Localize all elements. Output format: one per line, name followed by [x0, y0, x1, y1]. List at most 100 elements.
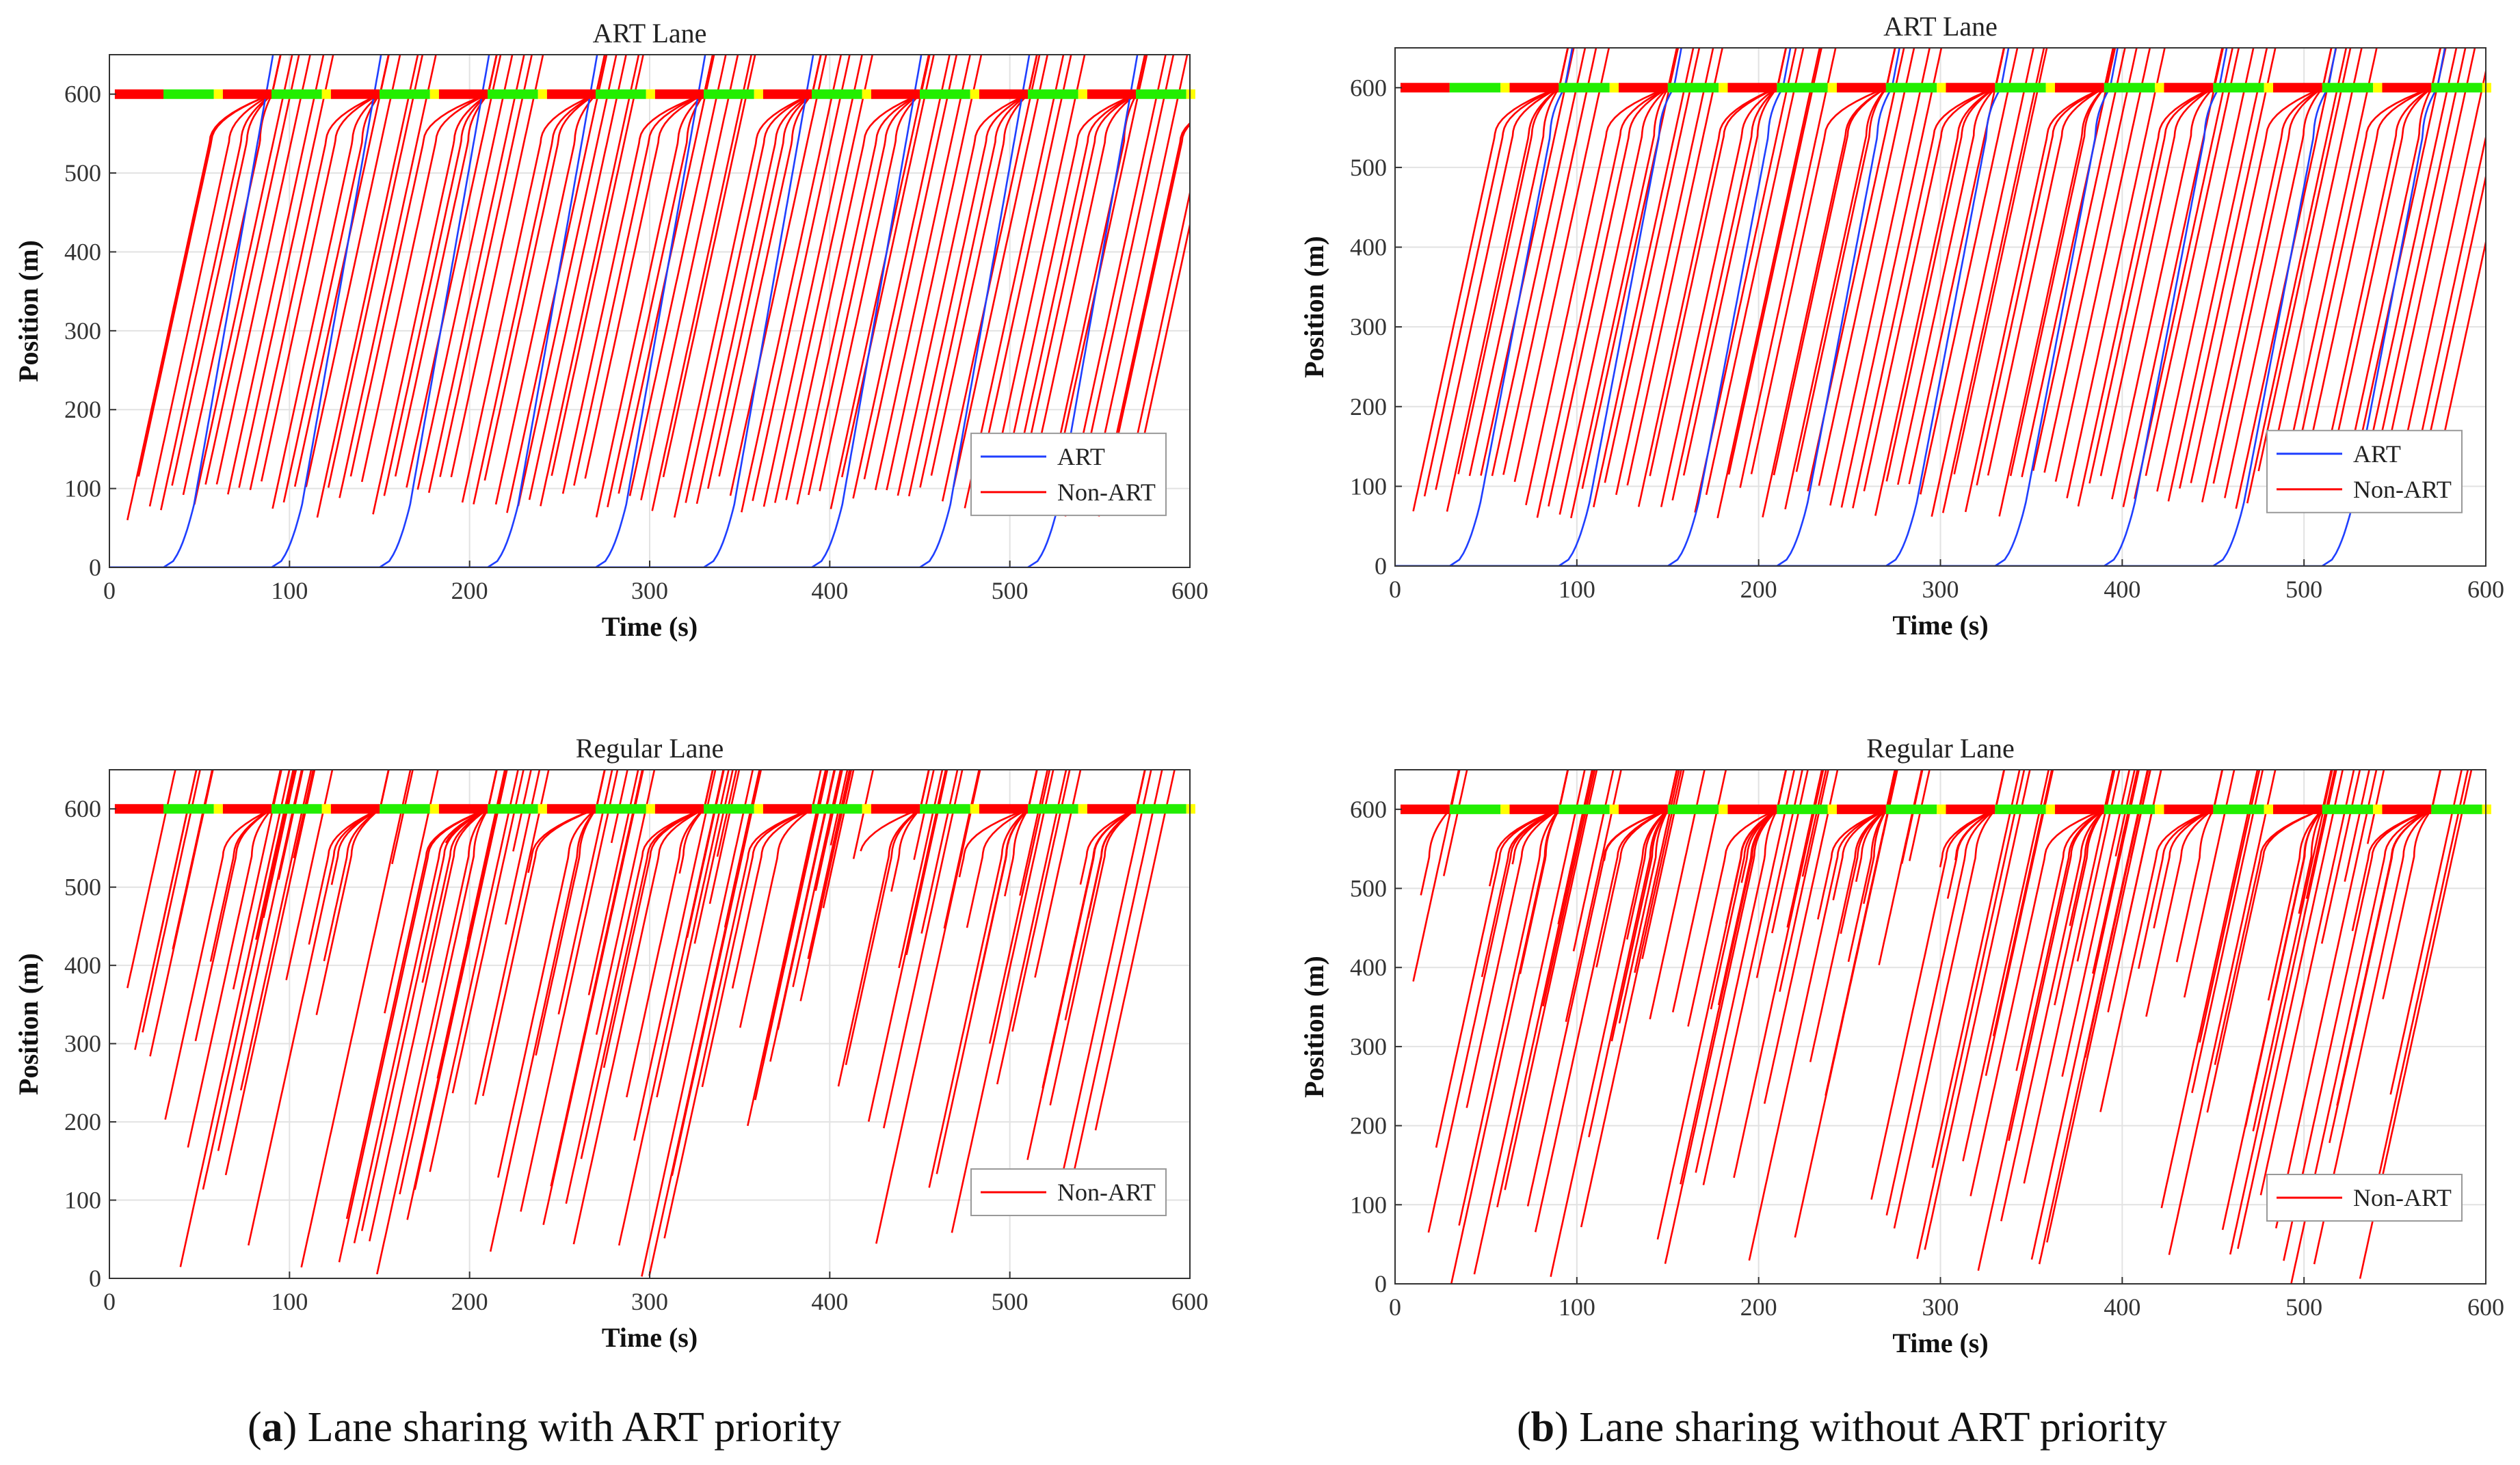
- non-art-trajectory: [1502, 48, 1597, 475]
- non-art-trajectory: [1557, 770, 1593, 925]
- non-art-trajectory: [1412, 48, 1569, 512]
- non-art-trajectory: [633, 770, 717, 1141]
- art-trajectory: [109, 55, 706, 567]
- x-tick-label: 400: [811, 1288, 848, 1315]
- non-art-trajectory: [1491, 48, 1587, 476]
- non-art-trajectory: [1829, 48, 1931, 506]
- non-art-trajectory: [2000, 770, 2114, 1222]
- x-tick-label: 0: [103, 1288, 116, 1315]
- non-art-trajectory: [867, 770, 947, 1122]
- non-art-trajectory: [2237, 770, 2344, 1249]
- x-tick-label: 200: [451, 577, 488, 604]
- non-art-trajectory: [494, 55, 606, 505]
- y-tick-label: 600: [1350, 74, 1387, 101]
- non-art-trajectory: [461, 55, 606, 503]
- non-art-trajectory: [2160, 770, 2259, 1209]
- non-art-trajectory: [1863, 48, 2005, 492]
- non-art-trajectory: [2009, 48, 2114, 476]
- y-tick-label: 200: [1350, 1112, 1387, 1140]
- non-art-trajectory: [762, 770, 827, 1061]
- non-art-trajectory: [707, 55, 822, 489]
- non-art-trajectory: [157, 770, 198, 947]
- non-art-trajectory: [148, 55, 282, 507]
- legend-label: Non-ART: [1057, 1179, 1156, 1206]
- non-art-trajectory: [1580, 770, 1682, 1228]
- y-tick-label: 300: [1350, 1033, 1387, 1060]
- non-art-trajectory: [2274, 770, 2378, 1228]
- non-art-trajectory: [2099, 48, 2224, 476]
- non-art-trajectory: [517, 55, 618, 507]
- non-art-trajectory: [2246, 48, 2348, 504]
- y-tick-label: 200: [64, 396, 101, 423]
- non-art-trajectory: [137, 55, 282, 477]
- non-art-trajectory: [2167, 48, 2268, 502]
- x-tick-label: 500: [992, 577, 1029, 604]
- non-art-trajectory: [383, 55, 498, 496]
- chart-title: ART Lane: [1883, 11, 1998, 42]
- non-art-trajectory: [1976, 48, 2114, 486]
- non-art-trajectory: [2303, 48, 2441, 475]
- x-tick-label: 500: [2285, 1293, 2322, 1321]
- non-art-trajectory: [628, 55, 727, 496]
- non-art-trajectory: [1008, 55, 1146, 502]
- non-art-trajectory: [551, 55, 644, 476]
- non-art-trajectory: [391, 770, 414, 865]
- non-art-trajectory: [1075, 55, 1175, 501]
- non-art-trajectory: [360, 55, 498, 483]
- y-tick-label: 300: [1350, 313, 1387, 340]
- non-art-trajectory: [1763, 770, 1839, 1104]
- x-tick-label: 200: [1740, 576, 1777, 603]
- non-art-trajectory: [179, 770, 291, 1267]
- non-art-trajectory: [1072, 770, 1163, 1177]
- non-art-trajectory: [450, 55, 544, 478]
- non-art-trajectory: [1987, 48, 2114, 476]
- x-tick-label: 0: [103, 577, 116, 604]
- x-tick-label: 0: [1389, 576, 1401, 603]
- non-art-trajectory: [1468, 48, 1569, 476]
- non-art-trajectory: [172, 770, 213, 950]
- non-art-trajectory: [1786, 770, 1823, 928]
- non-art-trajectory: [2066, 48, 2166, 498]
- non-art-trajectory: [792, 770, 842, 987]
- non-art-trajectory: [353, 770, 498, 1244]
- non-art-trajectory: [1534, 770, 1678, 1233]
- x-tick-label: 200: [451, 1288, 488, 1315]
- non-art-trajectory: [1682, 48, 1788, 476]
- non-art-trajectory: [1626, 770, 1678, 940]
- art-trajectory: [109, 55, 598, 567]
- non-art-trajectory: [489, 770, 606, 1252]
- x-axis-label: Time (s): [602, 611, 698, 642]
- y-tick-label: 300: [64, 317, 101, 345]
- non-art-trajectory: [466, 770, 506, 939]
- non-art-trajectory: [282, 55, 390, 503]
- non-art-trajectory: [2336, 770, 2442, 1106]
- non-art-trajectory: [626, 770, 714, 1098]
- y-tick-label: 0: [89, 554, 101, 581]
- data-layer: [1412, 770, 2473, 1284]
- chart-title: Regular Lane: [1866, 733, 2015, 764]
- non-art-trajectory: [708, 770, 741, 904]
- non-art-trajectory: [920, 770, 959, 934]
- non-art-trajectory: [271, 55, 390, 509]
- non-art-trajectory: [1897, 48, 2006, 485]
- non-art-trajectory: [1548, 48, 1678, 507]
- non-art-trajectory: [1924, 770, 2031, 1250]
- non-art-trajectory: [997, 55, 1146, 505]
- non-art-trajectory: [1457, 48, 1569, 474]
- data-layer: [127, 770, 1176, 1277]
- non-art-trajectory: [1953, 48, 2048, 474]
- non-art-trajectory: [1442, 770, 1468, 876]
- non-art-trajectory: [565, 770, 714, 1204]
- y-tick-label: 300: [64, 1030, 101, 1058]
- data-layer: [1395, 48, 2486, 566]
- non-art-trajectory: [840, 55, 935, 478]
- non-art-trajectory: [1727, 48, 1822, 475]
- y-tick-label: 600: [1350, 796, 1387, 823]
- x-axis-label: Time (s): [1892, 610, 1988, 641]
- non-art-trajectory: [429, 770, 519, 1172]
- non-art-trajectory: [718, 55, 822, 477]
- non-art-trajectory: [1716, 48, 1821, 519]
- non-art-trajectory: [2099, 770, 2224, 1112]
- non-art-trajectory: [1572, 770, 1615, 952]
- non-art-trajectory: [1042, 770, 1146, 1089]
